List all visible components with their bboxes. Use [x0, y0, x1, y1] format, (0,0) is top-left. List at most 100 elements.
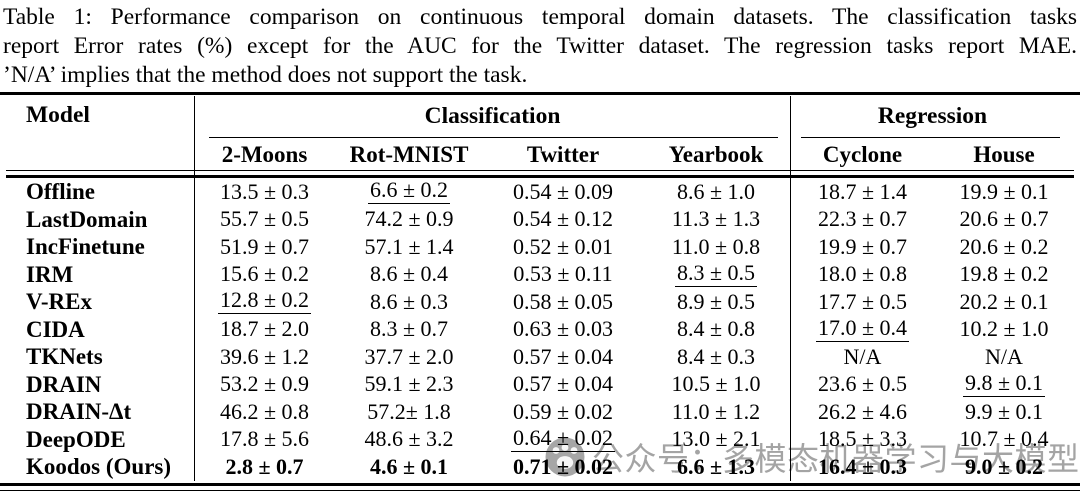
group-header-classification: Classification	[194, 96, 790, 138]
metric-value-text: 6.6 ± 1.3	[676, 453, 756, 479]
metric-value: 0.59 ± 0.02	[484, 398, 642, 426]
metric-value: 16.4 ± 0.3	[790, 453, 934, 481]
metric-value: 8.6 ± 0.3	[334, 288, 484, 316]
metric-value-text: 55.7 ± 0.5	[219, 206, 310, 232]
model-name: Koodos (Ours)	[26, 454, 172, 480]
metric-value: 13.5 ± 0.3	[194, 178, 334, 206]
metric-value-text: 8.3 ± 0.7	[369, 316, 449, 342]
metric-value-text: 0.63 ± 0.03	[512, 316, 614, 342]
metric-value-text: 0.54 ± 0.09	[512, 178, 614, 204]
metric-value: 10.2 ± 1.0	[934, 316, 1074, 344]
column-header-house: House	[973, 141, 1035, 167]
metric-value: 9.8 ± 0.1	[934, 371, 1074, 399]
metric-value: 17.8 ± 5.6	[194, 425, 334, 453]
metric-value-text: 8.3 ± 0.5	[674, 259, 758, 287]
metric-value: 48.6 ± 3.2	[334, 426, 484, 454]
metric-value: 0.63 ± 0.03	[484, 316, 642, 344]
header-separator-rule	[334, 170, 484, 178]
model-column-header: Model	[26, 102, 90, 128]
metric-value-text: 18.7 ± 1.4	[817, 178, 908, 204]
metric-value-text: 11.0 ± 1.2	[671, 398, 761, 424]
table-bottom-rule-thin	[0, 489, 1080, 491]
metric-value-text: 59.1 ± 2.3	[364, 371, 454, 397]
metric-value-text: 8.4 ± 0.3	[676, 343, 756, 369]
metric-value-text: 15.6 ± 0.2	[219, 261, 310, 287]
metric-value-text: 10.7 ± 0.4	[959, 426, 1049, 452]
metric-value: 17.7 ± 0.5	[790, 288, 934, 316]
metric-value-text: 0.53 ± 0.11	[513, 261, 613, 287]
metric-value-text: 10.5 ± 1.0	[671, 371, 761, 397]
metric-value: 51.9 ± 0.7	[194, 233, 334, 261]
metric-value-text: 19.8 ± 0.2	[959, 261, 1049, 287]
metric-value-text: 74.2 ± 0.9	[364, 206, 454, 232]
metric-value: 10.5 ± 1.0	[642, 371, 790, 399]
column-header-cyclone: Cyclone	[790, 138, 934, 170]
metric-value-text: 8.4 ± 0.8	[676, 316, 756, 342]
metric-value: 0.57 ± 0.04	[484, 343, 642, 371]
metric-value: N/A	[934, 343, 1074, 371]
metric-value: 9.0 ± 0.2	[934, 453, 1074, 481]
metric-value: 18.0 ± 0.8	[790, 260, 934, 288]
header-separator-rule	[934, 170, 1074, 178]
metric-value-text: 22.3 ± 0.7	[817, 206, 908, 232]
metric-value-text: 20.6 ± 0.2	[959, 233, 1049, 259]
metric-value: 12.8 ± 0.2	[194, 288, 334, 316]
model-name: V-REx	[26, 289, 93, 315]
metric-value-text: 26.2 ± 4.6	[817, 398, 908, 424]
metric-value: 20.6 ± 0.7	[934, 206, 1074, 234]
metric-value: 8.6 ± 1.0	[642, 178, 790, 206]
metric-value-text: 9.8 ± 0.1	[962, 369, 1046, 397]
caption-line: ’N/A’ implies that the method does not s…	[3, 62, 528, 88]
metric-value: 20.2 ± 0.1	[934, 288, 1074, 316]
metric-value-text: 46.2 ± 0.8	[219, 398, 310, 424]
metric-value-text: 23.6 ± 0.5	[817, 371, 908, 397]
metric-value-text: 37.7 ± 2.0	[364, 343, 454, 369]
header-separator-rule	[642, 170, 790, 178]
model-name: CIDA	[26, 316, 85, 342]
metric-value: 26.2 ± 4.6	[790, 398, 934, 426]
metric-value-text: 18.7 ± 2.0	[219, 316, 310, 342]
metric-value: 8.4 ± 0.8	[642, 316, 790, 344]
model-name: IRM	[26, 261, 74, 287]
metric-value-text: 57.1 ± 1.4	[364, 233, 454, 259]
metric-value-text: 13.5 ± 0.3	[219, 178, 310, 204]
metric-value: 57.2± 1.8	[334, 398, 484, 426]
metric-value-text: 17.0 ± 0.4	[815, 314, 910, 342]
model-name: DRAIN	[26, 371, 102, 397]
metric-value-text: 17.7 ± 0.5	[817, 288, 908, 314]
metric-value-text: 6.6 ± 0.2	[367, 177, 451, 205]
metric-value: 0.58 ± 0.05	[484, 288, 642, 316]
header-separator-rule	[6, 170, 194, 178]
header-separator-rule	[790, 170, 934, 178]
metric-value-text: 53.2 ± 0.9	[219, 371, 310, 397]
table-caption: Table 1: Performance comparison on conti…	[3, 3, 1077, 90]
metric-value: 10.7 ± 0.4	[934, 426, 1074, 454]
metric-value: 18.7 ± 2.0	[194, 315, 334, 343]
metric-value: 0.52 ± 0.01	[484, 233, 642, 261]
metric-value: 18.7 ± 1.4	[790, 178, 934, 206]
metric-value: 55.7 ± 0.5	[194, 205, 334, 233]
results-grid: Model Classification Regression 2-Moons …	[6, 96, 1074, 481]
metric-value: 0.54 ± 0.12	[484, 206, 642, 234]
metric-value-text: 12.8 ± 0.2	[217, 287, 312, 315]
metric-value: 17.0 ± 0.4	[790, 314, 934, 343]
metric-value-text: 0.57 ± 0.04	[512, 371, 614, 397]
metric-value-text: N/A	[843, 343, 882, 369]
metric-value-text: 11.3 ± 1.3	[671, 206, 761, 232]
metric-value-text: 51.9 ± 0.7	[219, 233, 310, 259]
metric-value: 8.3 ± 0.5	[642, 261, 790, 289]
metric-value: 0.64 ± 0.02	[484, 426, 642, 454]
metric-value: 39.6 ± 1.2	[194, 343, 334, 371]
group-header-regression: Regression	[790, 96, 1074, 138]
metric-value-text: 57.2± 1.8	[367, 398, 451, 424]
metric-value-text: 8.6 ± 0.3	[369, 288, 449, 314]
metric-value: 11.0 ± 0.8	[642, 233, 790, 261]
metric-value: 15.6 ± 0.2	[194, 260, 334, 288]
metric-value-text: 39.6 ± 1.2	[219, 343, 310, 369]
metric-value: 19.8 ± 0.2	[934, 261, 1074, 289]
table-bottom-rule-thick	[0, 483, 1080, 486]
metric-value-text: 9.0 ± 0.2	[964, 453, 1044, 479]
metric-value: 20.6 ± 0.2	[934, 233, 1074, 261]
metric-value: 57.1 ± 1.4	[334, 233, 484, 261]
metric-value: 8.3 ± 0.7	[334, 316, 484, 344]
